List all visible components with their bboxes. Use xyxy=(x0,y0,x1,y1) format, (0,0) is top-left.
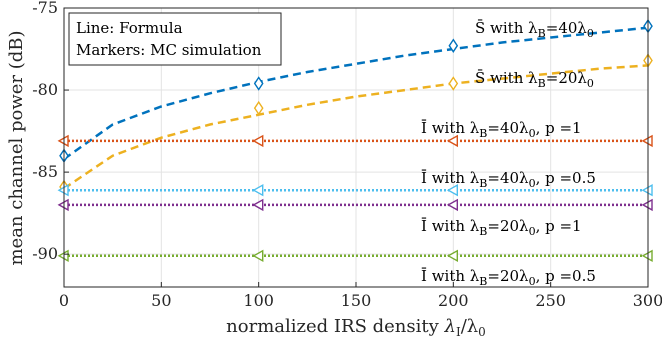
data-point-marker xyxy=(253,100,264,116)
annotation-tail: =20λ xyxy=(487,217,529,235)
data-point-marker xyxy=(252,198,264,212)
data-point-marker xyxy=(252,249,264,262)
annotation-sub: B xyxy=(538,77,546,90)
annotation-tail: =20λ xyxy=(546,69,588,87)
x-axis-label: normalized IRS density λI/λ0 xyxy=(226,316,486,339)
data-point-marker xyxy=(446,184,458,197)
annotation-sub2: 0 xyxy=(529,177,536,190)
annotation-param: , p =1 xyxy=(536,217,582,235)
x-tick-label: 100 xyxy=(243,291,274,310)
series-annotation: S̄ with λB=20λ0 xyxy=(475,69,594,90)
annotation-main: S̄ with λ xyxy=(475,19,538,37)
legend-line-mc: Markers: MC simulation xyxy=(76,41,262,59)
x-axis-label-rest: /λ xyxy=(461,316,478,337)
x-tick-label: 300 xyxy=(633,291,662,310)
x-tick-label: 150 xyxy=(341,291,372,310)
y-axis-label: mean channel power (dB) xyxy=(6,30,27,265)
data-point-marker xyxy=(446,249,458,262)
annotation-tail: =40λ xyxy=(487,169,529,187)
x-tick-label: 0 xyxy=(59,291,69,310)
annotation-param: , p =1 xyxy=(536,119,582,137)
annotation-sub2: 0 xyxy=(587,77,594,90)
x-tick-label: 250 xyxy=(535,291,566,310)
annotation-sub: B xyxy=(538,27,546,40)
x-tick-label: 50 xyxy=(151,291,171,310)
axis-ticks: 0 50 100 150 200 250 300 -75 -80 -85 -90 xyxy=(32,0,662,310)
x-tick-label: 200 xyxy=(438,291,469,310)
data-point-marker xyxy=(446,134,458,148)
series-annotation: Ī with λB=20λ0, p =0.5 xyxy=(421,267,596,288)
series-annotation: Ī with λB=40λ0, p =1 xyxy=(421,119,582,140)
y-tick-label: -90 xyxy=(32,244,58,263)
x-axis-label-main: normalized IRS density xyxy=(226,316,444,337)
x-axis-label-var: λ xyxy=(444,316,456,337)
annotation-param: , p =0.5 xyxy=(536,169,596,187)
annotation-main: Ī with λ xyxy=(421,217,480,235)
series-lines xyxy=(63,26,649,258)
series-annotation: Ī with λB=20λ0, p =1 xyxy=(421,217,582,238)
annotation-sub: B xyxy=(479,177,487,190)
annotation-param: , p =0.5 xyxy=(536,267,596,285)
annotation-sub2: 0 xyxy=(587,27,594,40)
legend-line-formula: Line: Formula xyxy=(76,19,183,37)
y-tick-label: -75 xyxy=(32,0,58,17)
data-point-marker xyxy=(252,134,264,148)
y-tick-label: -80 xyxy=(32,80,58,99)
series-line xyxy=(63,64,649,190)
annotation-sub2: 0 xyxy=(529,127,536,140)
annotation-main: Ī with λ xyxy=(421,267,480,285)
data-point-marker xyxy=(253,76,264,91)
annotation-sub: B xyxy=(479,225,487,238)
annotation-sub2: 0 xyxy=(529,275,536,288)
annotation-sub: B xyxy=(479,275,487,288)
x-axis-label-sub2: 0 xyxy=(478,325,486,339)
annotation-tail: =20λ xyxy=(487,267,529,285)
legend-box: Line: Formula Markers: MC simulation xyxy=(68,12,282,66)
data-point-marker xyxy=(448,76,459,91)
x-axis-label-sub: I xyxy=(456,325,461,339)
data-point-marker xyxy=(252,184,264,197)
annotation-main: S̄ with λ xyxy=(475,69,538,87)
data-point-marker xyxy=(446,198,458,212)
series-annotation: Ī with λB=40λ0, p =0.5 xyxy=(421,169,596,190)
y-tick-label: -85 xyxy=(32,162,58,181)
series-annotation: S̄ with λB=40λ0 xyxy=(475,19,594,40)
annotation-tail: =40λ xyxy=(546,19,588,37)
data-point-marker xyxy=(448,38,459,53)
annotation-tail: =40λ xyxy=(487,119,529,137)
annotation-main: Ī with λ xyxy=(421,169,480,187)
annotation-main: Ī with λ xyxy=(421,119,480,137)
annotation-sub2: 0 xyxy=(529,225,536,238)
legend-frame xyxy=(68,12,282,66)
annotation-sub: B xyxy=(479,127,487,140)
series-line xyxy=(63,26,649,161)
